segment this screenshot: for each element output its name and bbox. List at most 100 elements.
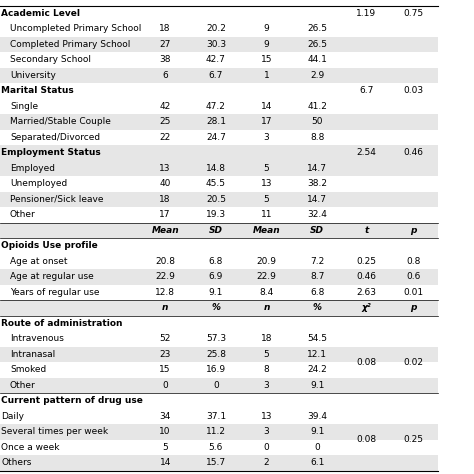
Text: Mean: Mean <box>253 226 281 235</box>
Text: 0.75: 0.75 <box>404 9 424 18</box>
Text: 6.1: 6.1 <box>310 458 325 467</box>
Text: 14.8: 14.8 <box>206 164 226 173</box>
Text: 18: 18 <box>261 335 273 344</box>
Bar <box>0 424 438 440</box>
Text: 30.3: 30.3 <box>206 40 226 49</box>
Text: n: n <box>162 303 168 312</box>
Bar <box>0 300 438 316</box>
Bar <box>0 238 438 254</box>
Text: Mean: Mean <box>151 226 179 235</box>
Text: 11: 11 <box>261 210 273 219</box>
Text: 54.5: 54.5 <box>307 335 328 344</box>
Text: n: n <box>264 303 270 312</box>
Text: 2.9: 2.9 <box>310 71 325 80</box>
Text: 23: 23 <box>160 350 171 359</box>
Text: 32.4: 32.4 <box>308 210 327 219</box>
Text: 6.8: 6.8 <box>310 288 325 297</box>
Text: Pensioner/Sick leave: Pensioner/Sick leave <box>10 195 103 204</box>
Bar <box>0 191 438 207</box>
Bar <box>0 6 438 21</box>
Text: 5: 5 <box>264 164 270 173</box>
Text: 20.5: 20.5 <box>206 195 226 204</box>
Bar <box>0 409 438 424</box>
Text: 2.54: 2.54 <box>356 148 376 157</box>
Text: 45.5: 45.5 <box>206 180 226 189</box>
Text: Years of regular use: Years of regular use <box>10 288 100 297</box>
Text: 18: 18 <box>159 195 171 204</box>
Text: 9.1: 9.1 <box>310 428 325 437</box>
Text: Single: Single <box>10 102 38 111</box>
Text: Smoked: Smoked <box>10 365 46 374</box>
Bar <box>0 207 438 223</box>
Text: Secondary School: Secondary School <box>10 55 91 64</box>
Text: 12.8: 12.8 <box>155 288 175 297</box>
Text: 0.25: 0.25 <box>404 435 424 444</box>
Bar <box>0 145 438 161</box>
Text: Once a week: Once a week <box>1 443 60 452</box>
Text: University: University <box>10 71 56 80</box>
Text: 0.08: 0.08 <box>356 358 376 367</box>
Text: 14.7: 14.7 <box>307 164 328 173</box>
Text: 3: 3 <box>264 428 270 437</box>
Text: Employment Status: Employment Status <box>1 148 101 157</box>
Text: 24.7: 24.7 <box>206 133 226 142</box>
Text: 6.7: 6.7 <box>209 71 223 80</box>
Text: 8.4: 8.4 <box>259 288 274 297</box>
Text: Unemployed: Unemployed <box>10 180 67 189</box>
Text: 6.8: 6.8 <box>209 257 223 266</box>
Text: 15.7: 15.7 <box>206 458 226 467</box>
Text: 16.9: 16.9 <box>206 365 226 374</box>
Text: p: p <box>410 226 417 235</box>
Text: SD: SD <box>209 226 223 235</box>
Text: Several times per week: Several times per week <box>1 428 109 437</box>
Text: Other: Other <box>10 381 36 390</box>
Text: %: % <box>211 303 220 312</box>
Text: 17: 17 <box>261 118 273 127</box>
Text: 9: 9 <box>264 40 270 49</box>
Text: 57.3: 57.3 <box>206 335 226 344</box>
Text: 27: 27 <box>160 40 171 49</box>
Text: 28.1: 28.1 <box>206 118 226 127</box>
Text: Route of administration: Route of administration <box>1 319 123 328</box>
Text: 5: 5 <box>264 350 270 359</box>
Text: %: % <box>313 303 322 312</box>
Text: 6.7: 6.7 <box>359 86 374 95</box>
Text: 0.25: 0.25 <box>356 257 376 266</box>
Text: 42.7: 42.7 <box>206 55 226 64</box>
Text: 9.1: 9.1 <box>209 288 223 297</box>
Text: SD: SD <box>310 226 324 235</box>
Text: 0.03: 0.03 <box>404 86 424 95</box>
Text: 0: 0 <box>314 443 320 452</box>
Bar <box>0 99 438 114</box>
Text: Daily: Daily <box>1 412 25 421</box>
Text: 17: 17 <box>159 210 171 219</box>
Bar <box>0 331 438 346</box>
Text: 14.7: 14.7 <box>307 195 328 204</box>
Text: p: p <box>410 303 417 312</box>
Bar <box>0 130 438 145</box>
Text: 9: 9 <box>264 25 270 34</box>
Text: 13: 13 <box>261 412 273 421</box>
Text: 5: 5 <box>162 443 168 452</box>
Text: 3: 3 <box>264 381 270 390</box>
Text: 0.8: 0.8 <box>407 257 421 266</box>
Text: 8.8: 8.8 <box>310 133 325 142</box>
Text: 13: 13 <box>159 164 171 173</box>
Text: 18: 18 <box>159 25 171 34</box>
Bar <box>0 285 438 300</box>
Text: Age at regular use: Age at regular use <box>10 273 94 282</box>
Text: 38: 38 <box>159 55 171 64</box>
Text: 12.1: 12.1 <box>307 350 328 359</box>
Text: 20.8: 20.8 <box>155 257 175 266</box>
Text: 5.6: 5.6 <box>209 443 223 452</box>
Text: Employed: Employed <box>10 164 55 173</box>
Text: 14: 14 <box>261 102 272 111</box>
Bar <box>0 36 438 52</box>
Text: Academic Level: Academic Level <box>1 9 81 18</box>
Text: 0: 0 <box>213 381 219 390</box>
Bar <box>0 269 438 285</box>
Text: Separated/Divorced: Separated/Divorced <box>10 133 100 142</box>
Text: 1.19: 1.19 <box>356 9 376 18</box>
Bar <box>0 455 438 471</box>
Text: 52: 52 <box>160 335 171 344</box>
